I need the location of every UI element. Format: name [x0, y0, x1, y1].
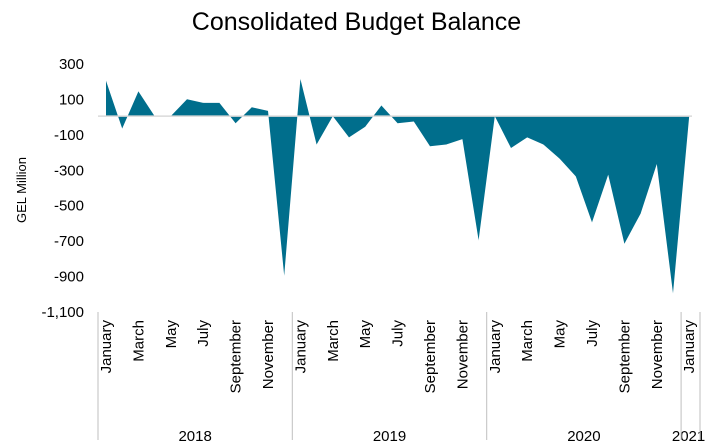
- y-tick-label: -1,100: [41, 304, 84, 321]
- y-tick-label: -500: [54, 198, 84, 215]
- x-tick-label: March: [130, 320, 147, 362]
- x-tick-label: November: [454, 320, 471, 389]
- x-tick-label: March: [325, 320, 342, 362]
- chart-title: Consolidated Budget Balance: [191, 8, 522, 36]
- balance-area: [106, 78, 690, 294]
- x-tick-label: November: [649, 320, 666, 389]
- y-tick-label: -700: [54, 233, 84, 250]
- y-axis: 300 100 -100 -300 -500 -700 -900 -1,100: [41, 56, 84, 321]
- series-area: [98, 78, 692, 294]
- x-tick-label: September: [616, 320, 633, 393]
- year-label: 2020: [567, 428, 600, 443]
- x-axis: January March May July September November Janu…: [97, 312, 705, 443]
- x-tick-label: July: [195, 320, 212, 347]
- y-tick-label: 300: [59, 56, 84, 73]
- y-tick-label: -900: [54, 269, 84, 286]
- x-tick-label: January: [98, 320, 115, 374]
- x-tick-label: January: [292, 320, 309, 374]
- x-tick-label: March: [519, 320, 536, 362]
- y-tick-label: -100: [54, 127, 84, 144]
- y-tick-label: 100: [59, 91, 84, 108]
- x-tick-label: January: [681, 320, 698, 374]
- x-tick-label: May: [552, 320, 569, 349]
- x-tick-label: January: [487, 320, 504, 374]
- y-tick-label: -300: [54, 162, 84, 179]
- year-label: 2018: [178, 428, 211, 443]
- y-axis-label: GEL Million: [14, 157, 29, 223]
- x-tick-label: November: [260, 320, 277, 389]
- x-tick-label: September: [228, 320, 245, 393]
- x-tick-label: May: [163, 320, 180, 349]
- x-tick-label: July: [390, 320, 407, 347]
- x-tick-label: July: [584, 320, 601, 347]
- year-label: 2019: [373, 428, 406, 443]
- x-tick-label: September: [422, 320, 439, 393]
- x-tick-label: May: [357, 320, 374, 349]
- year-label: 2021: [672, 428, 705, 443]
